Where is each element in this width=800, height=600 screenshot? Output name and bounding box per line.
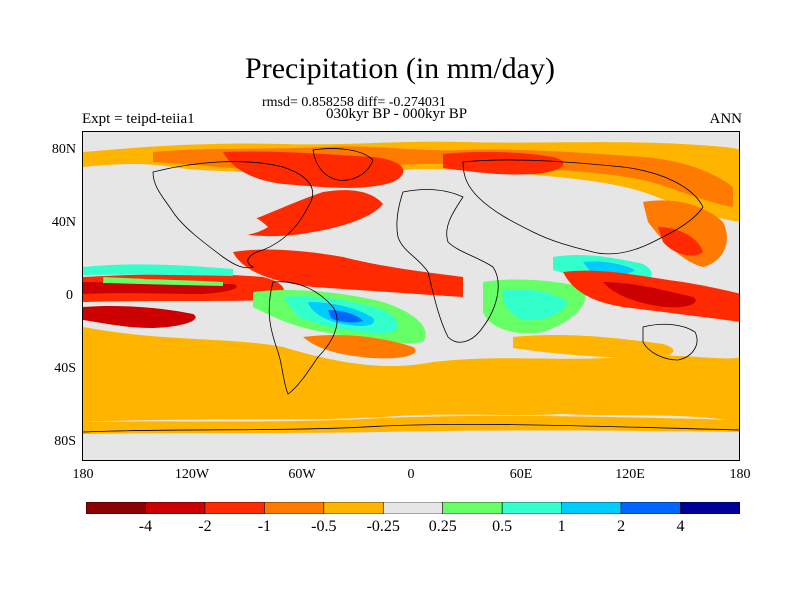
southern-dry-band [83, 327, 739, 422]
y-tick-40n: 40N [51, 215, 76, 230]
colorbar-swatch [382, 502, 444, 514]
colorbar-label: -0.25 [366, 518, 400, 535]
south-america-outline [268, 281, 338, 395]
colorbar-swatch [204, 502, 265, 514]
colorbar-label: -4 [138, 518, 153, 535]
north-america-outline [152, 161, 314, 269]
x-tick-120w: 120W [174, 467, 210, 482]
map-frame [82, 131, 740, 461]
colorbar-label: -0.5 [311, 518, 337, 535]
coastlines [83, 148, 739, 433]
colorbar-swatch [680, 502, 740, 514]
north-red-patch [223, 151, 404, 188]
period-text: 030kyr BP - 000kyr BP [326, 106, 468, 122]
australia-outline [642, 323, 698, 361]
y-tick-40s: 40S [54, 361, 76, 376]
x-tick-60w: 60W [288, 467, 316, 482]
colorbar-label: 0.25 [428, 518, 457, 535]
precipitation-map [83, 132, 739, 460]
europe-africa-outline [396, 189, 499, 343]
colorbar-swatch [145, 502, 206, 514]
colorbar-swatch [86, 502, 146, 514]
experiment-label: Expt = teipd-teiia1 [82, 111, 195, 127]
colorbar-label: 1 [557, 518, 566, 535]
colorbar-swatch [442, 502, 503, 514]
west-pacific-strong [658, 227, 703, 256]
y-tick-0: 0 [66, 288, 73, 303]
x-tick-120e: 120E [615, 467, 645, 482]
pacific-wet-light [103, 277, 223, 286]
colorbar-swatch [620, 502, 681, 514]
colorbar-label: 4 [676, 518, 685, 535]
north-atlantic-dry [233, 190, 383, 237]
pacific-wet-band [83, 264, 233, 276]
x-tick-180w: 180 [72, 467, 94, 482]
africa-wet-med [502, 289, 568, 321]
colorbar-swatch [323, 502, 384, 514]
asia-outline [462, 159, 704, 255]
y-tick-80s: 80S [54, 434, 76, 449]
greenland-outline [312, 148, 374, 181]
south-indian-dry [513, 334, 674, 358]
colorbar [86, 502, 740, 514]
x-tick-0: 0 [407, 467, 415, 482]
south-pacific-dry [83, 305, 196, 328]
stats-text: rmsd= 0.858258 diff= -0.274031 [262, 95, 446, 110]
colorbar-label: -2 [198, 518, 212, 535]
siberia-red-patch [443, 151, 564, 175]
colorbar-swatch [501, 502, 562, 514]
chart-title: Precipitation (in mm/day) [245, 52, 555, 85]
colorbar-label: 2 [617, 518, 626, 535]
atlantic-light-patch [203, 210, 268, 237]
colorbar-swatch [264, 502, 325, 514]
antarctica-outline [83, 423, 739, 433]
maritime-continent-strong [603, 282, 696, 308]
x-tick-180e: 180 [729, 467, 751, 482]
colorbar-swatch [561, 502, 622, 514]
season-label: ANN [709, 111, 743, 127]
central-america-dry [233, 249, 463, 297]
colorbar-label: 0.5 [492, 518, 513, 535]
x-tick-60e: 60E [509, 467, 533, 482]
colorbar-label: -1 [257, 518, 272, 535]
y-tick-80n: 80N [51, 142, 76, 157]
